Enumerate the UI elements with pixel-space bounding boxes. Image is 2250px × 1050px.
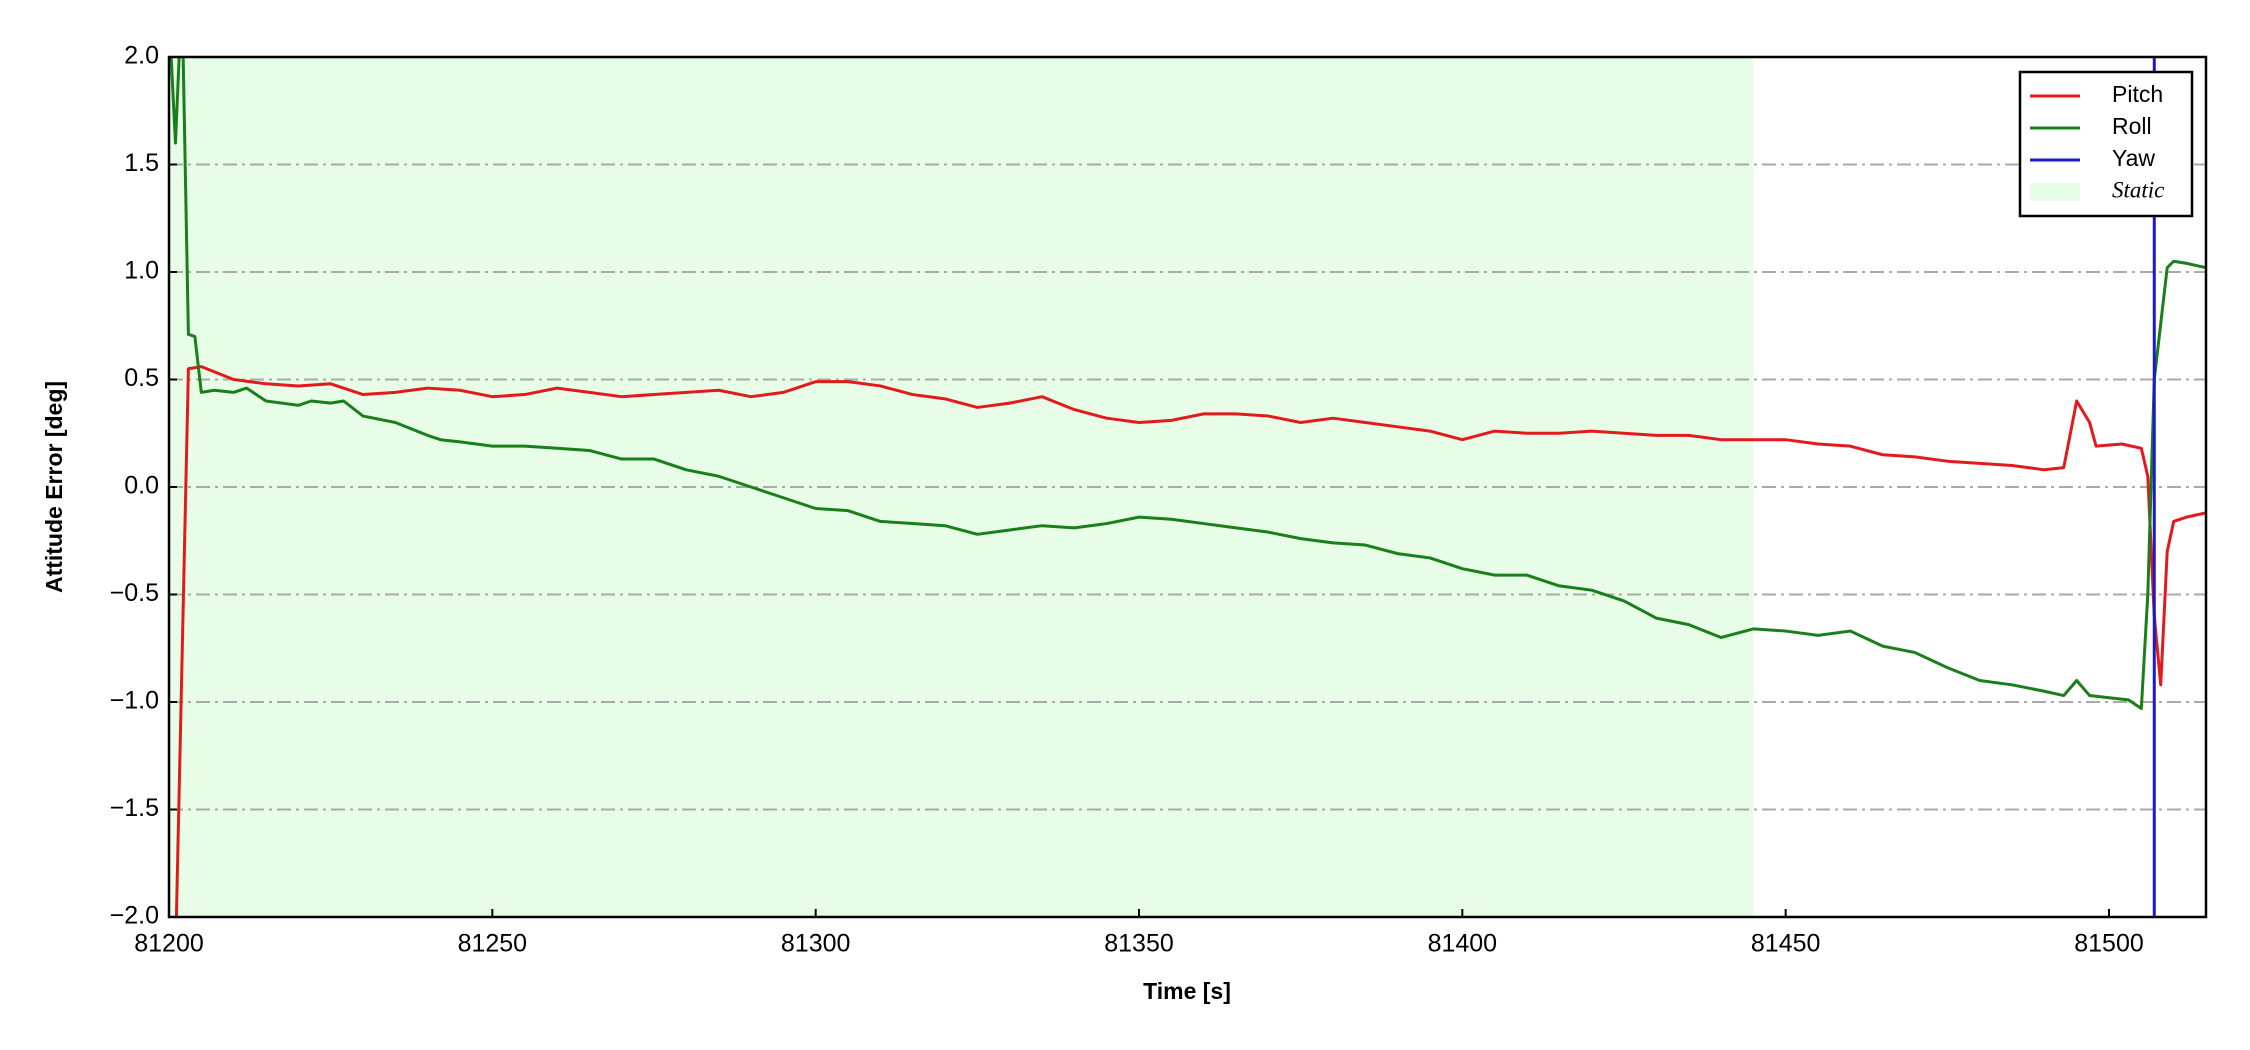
y-tick-label: −0.5 bbox=[110, 579, 159, 607]
x-axis-label: Time [s] bbox=[1143, 978, 1231, 1004]
legend-label: Static bbox=[2112, 177, 2164, 202]
series-line bbox=[169, 57, 2206, 710]
series-line bbox=[174, 365, 2206, 917]
x-tick-label: 81300 bbox=[781, 930, 851, 958]
legend: Pitch Roll Yaw Static bbox=[2018, 70, 2194, 218]
legend-label: Pitch bbox=[2112, 81, 2163, 107]
x-tick-label: 81500 bbox=[2074, 930, 2144, 958]
legend-label: Roll bbox=[2112, 113, 2152, 139]
y-tick-label: −2.0 bbox=[110, 902, 159, 930]
plot-frame bbox=[167, 55, 2208, 919]
x-tick-label: 81350 bbox=[1104, 930, 1174, 958]
x-tick-label: 81400 bbox=[1428, 930, 1498, 958]
y-axis-label: Attitude Error [deg] bbox=[41, 381, 67, 593]
legend-swatch bbox=[2030, 183, 2080, 201]
y-tick-label: 0.5 bbox=[124, 364, 159, 392]
y-tick-label: −1.0 bbox=[110, 687, 159, 715]
plot-area bbox=[169, 57, 2206, 917]
y-tick-label: 1.5 bbox=[124, 149, 159, 177]
legend-label: Yaw bbox=[2112, 145, 2155, 171]
y-tick-label: −1.5 bbox=[110, 794, 159, 822]
x-tick-label: 81200 bbox=[134, 930, 204, 958]
y-tick-label: 2.0 bbox=[124, 42, 159, 70]
y-tick-label: 1.0 bbox=[124, 257, 159, 285]
y-tick-label: 0.0 bbox=[124, 472, 159, 500]
x-tick-label: 81250 bbox=[458, 930, 528, 958]
x-tick-label: 81450 bbox=[1751, 930, 1821, 958]
